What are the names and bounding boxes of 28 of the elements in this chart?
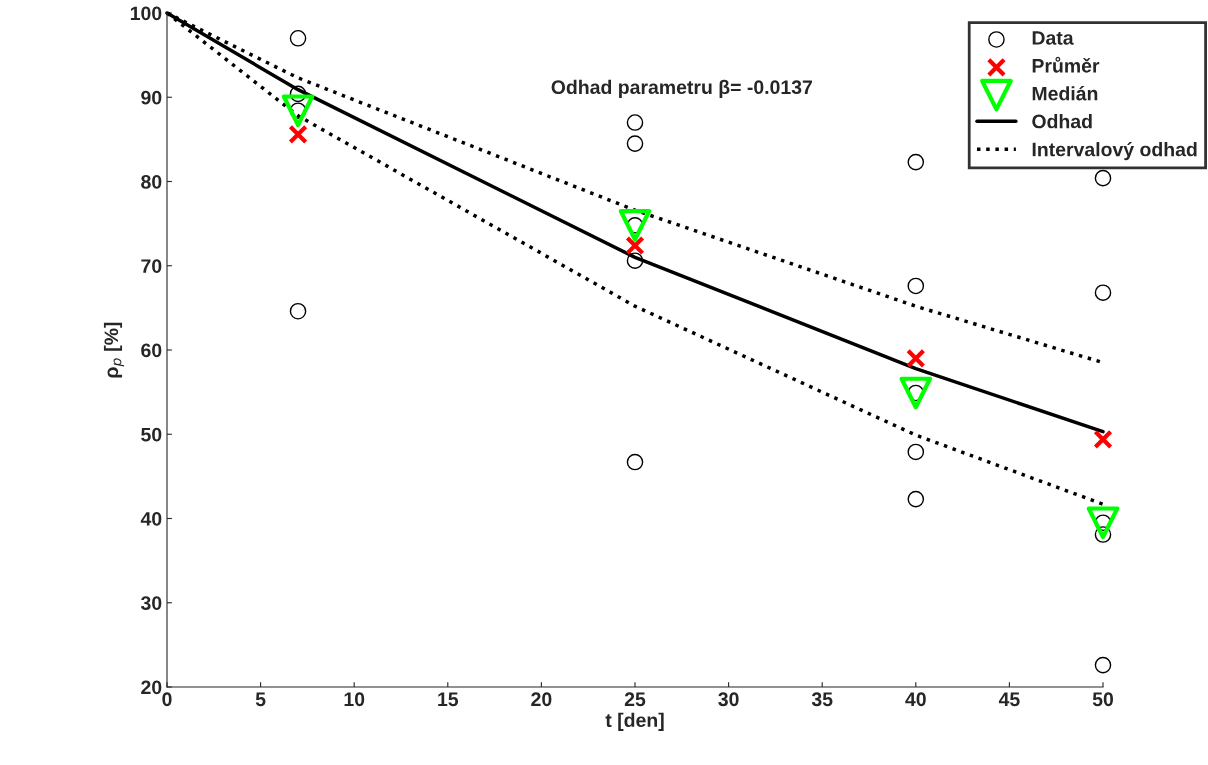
y-tick-label: 100 (130, 6, 162, 21)
y-tick-label: 30 (140, 596, 162, 611)
legend-label: Průměr (1032, 56, 1100, 73)
y-tick-label: 80 (141, 174, 162, 189)
legend-label: Medián (1032, 86, 1098, 101)
y-axis-title: ρ$_{p}$ [%] (103, 322, 125, 378)
y-tick-label: 90 (141, 90, 162, 105)
y-tick-label: 20 (141, 680, 162, 695)
x-tick-label: 30 (718, 692, 739, 707)
annotation: Odhad parametru β= -0.0137 (551, 79, 812, 98)
y-tick-label: 70 (141, 259, 162, 273)
x-tick-label: 5 (255, 692, 266, 707)
legend-label: Odhad (1032, 114, 1092, 129)
x-tick-label: 10 (344, 692, 365, 707)
y-tick-label: 60 (141, 343, 162, 358)
legend-label: Intervalový odhad (1032, 141, 1197, 161)
y-tick-label: 40 (140, 511, 162, 526)
x-tick-label: 20 (531, 692, 552, 707)
legend-label: Data (1032, 31, 1074, 45)
x-tick-label: 15 (438, 692, 459, 707)
x-tick-label: 0 (162, 692, 172, 707)
x-axis-title: t [den] (605, 712, 664, 731)
x-tick-label: 40 (905, 692, 926, 707)
y-tick-label: 50 (141, 427, 162, 442)
x-tick-label: 50 (1092, 692, 1114, 707)
x-tick-label: 35 (811, 692, 833, 707)
x-tick-label: 45 (998, 692, 1020, 707)
x-tick-label: 25 (624, 692, 646, 707)
